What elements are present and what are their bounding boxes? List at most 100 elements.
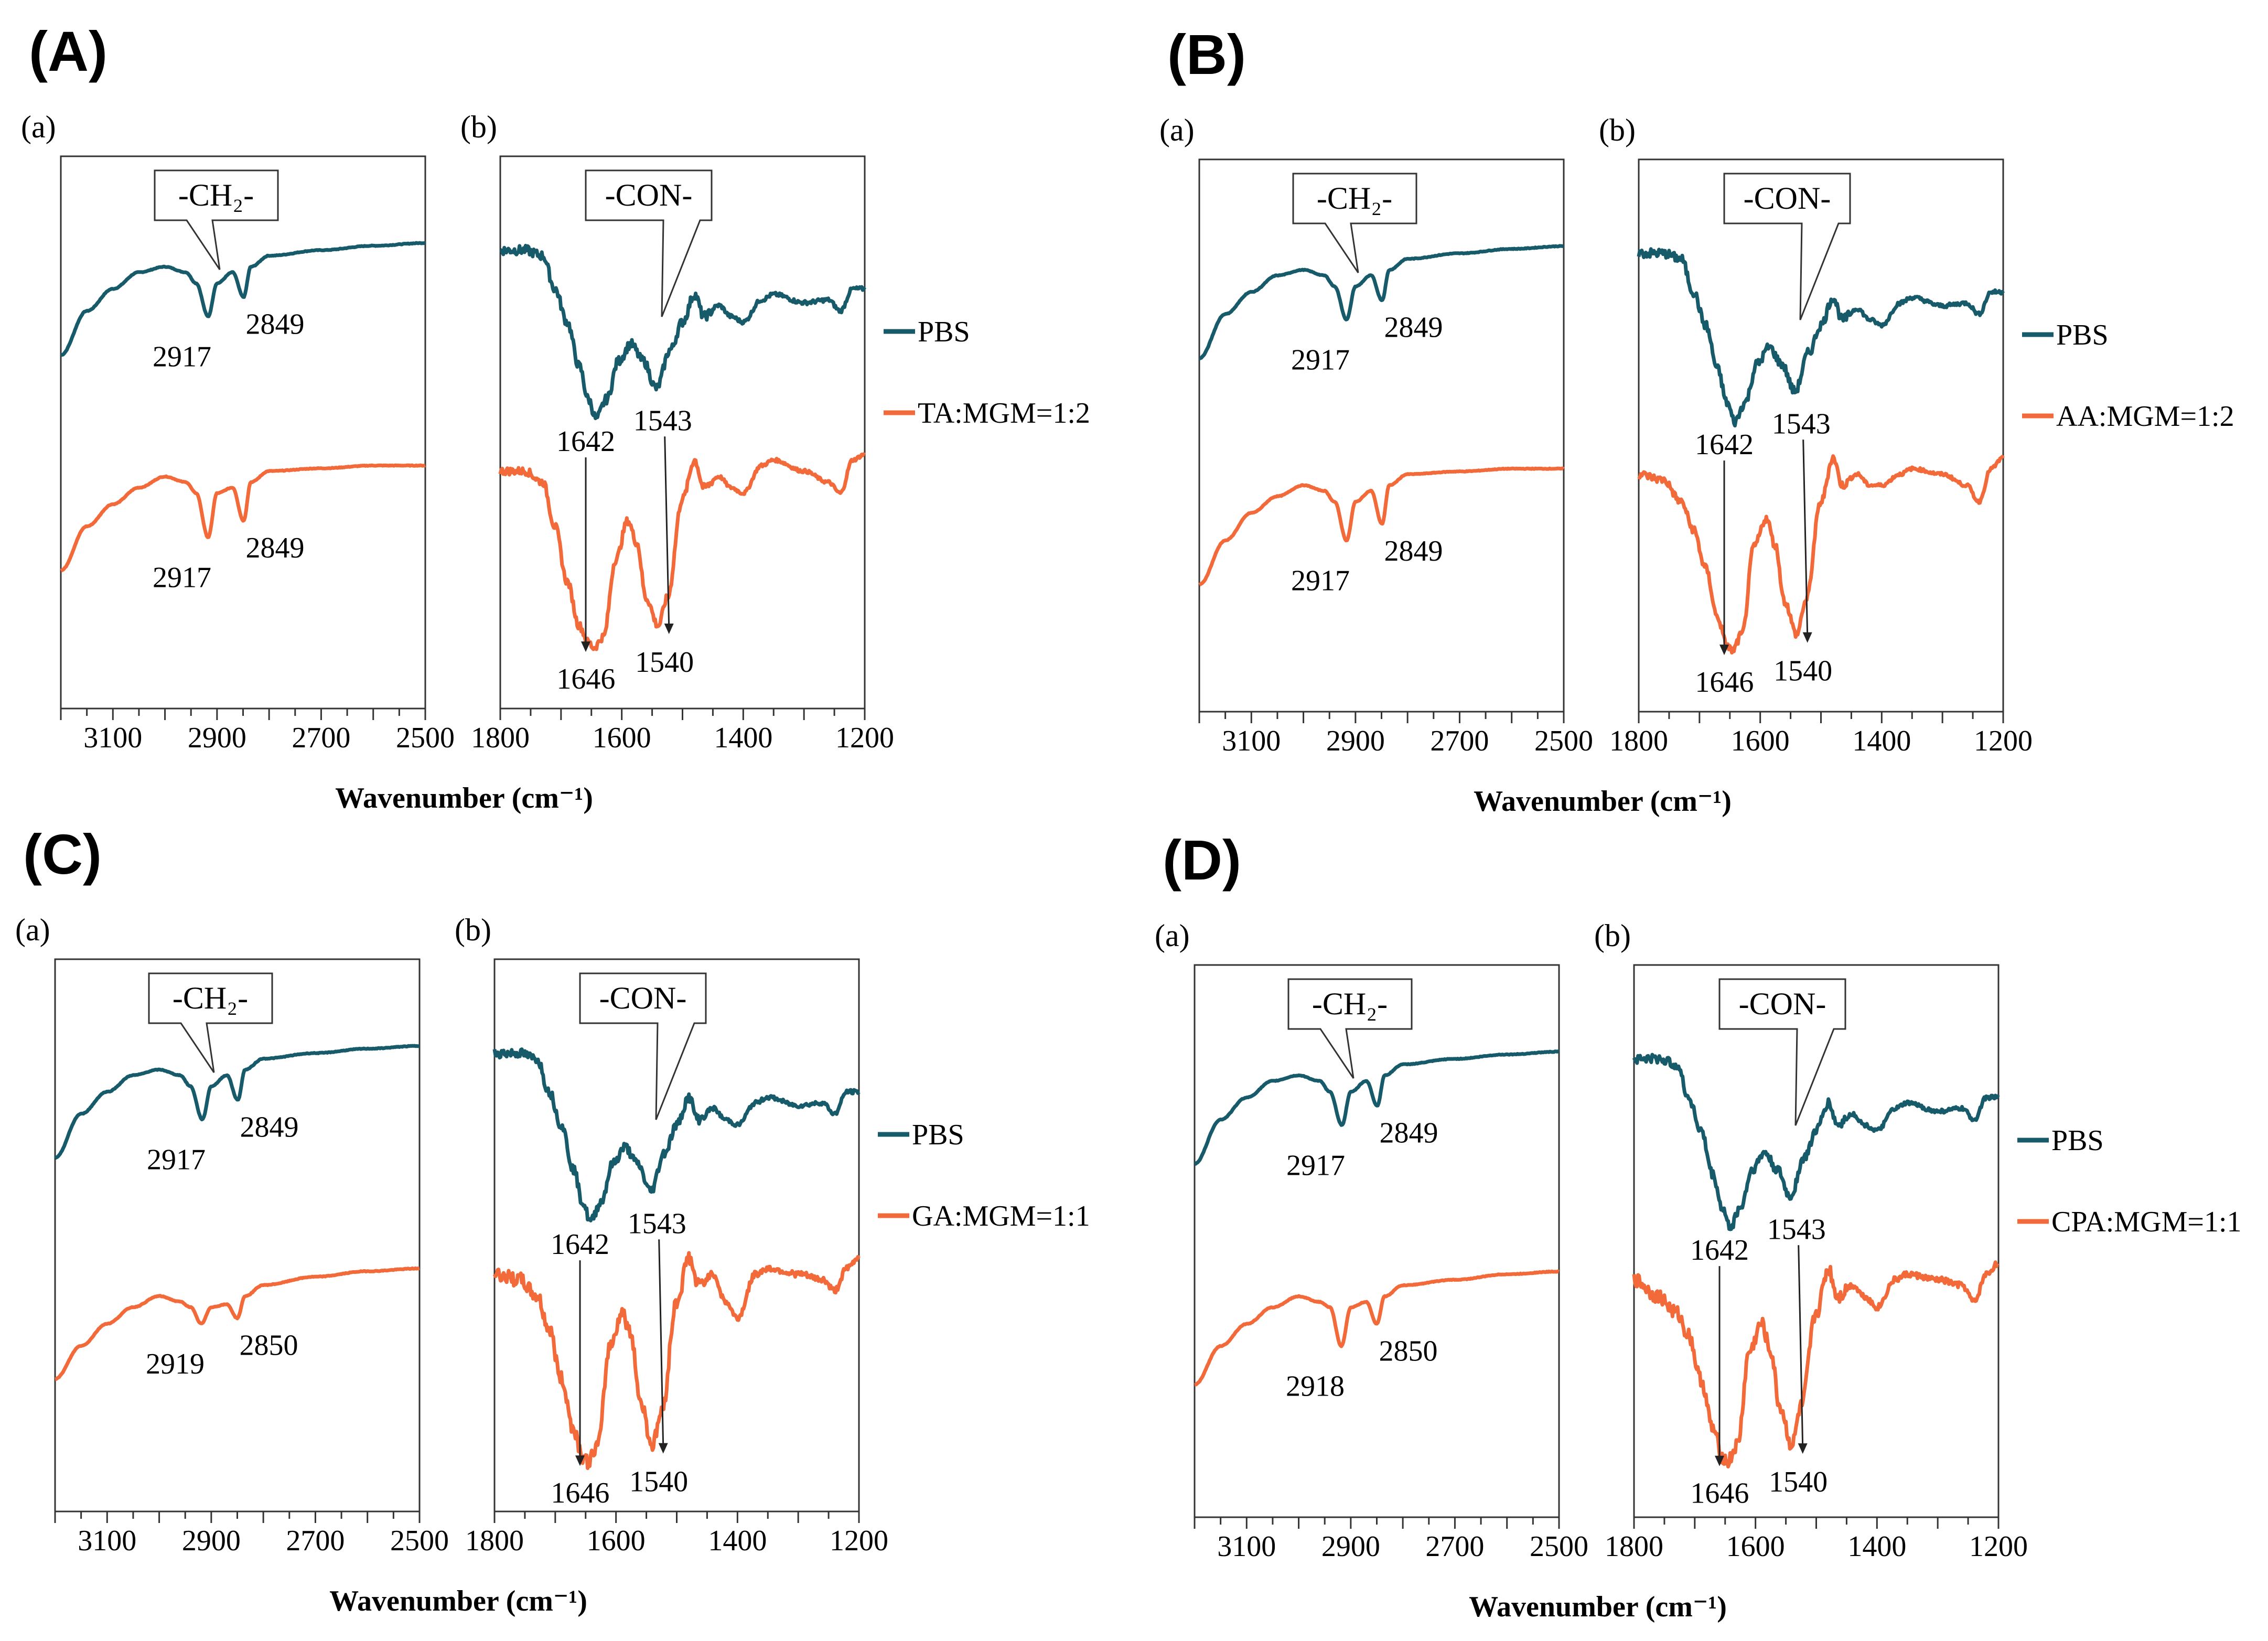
subplot-b: (b) 1800 1600 1400 1200 1642 1543 1646 1540 -CON- [1599,113,2033,757]
arrow-head-icon [1802,632,1812,643]
x-tick-label: 3100 [1222,725,1281,757]
pbs-curve [60,241,426,357]
legend-label: CPA:MGM=1:1 [2051,1206,2242,1238]
x-tick-label: 1400 [714,722,772,754]
peak-label: 2849 [240,1111,298,1144]
treated-curve [492,1251,861,1470]
peak-label: 1540 [629,1466,688,1498]
peak-label: 1540 [1769,1466,1828,1498]
x-tick-label: 1200 [1974,725,2033,757]
x-tick-label: 1400 [1852,725,1911,757]
x-tick-label: 2700 [292,722,350,754]
callout-label: -CH₂- [178,178,254,212]
x-tick-label: 2900 [1326,725,1385,757]
x-tick-label: 1200 [830,1525,888,1557]
subplot-a: (a) 3100 2900 2700 2500 2917 2849 2919 2850 -CH₂- [15,913,449,1557]
subplot-a: (a) 3100 2900 2700 2500 2917 2849 2917 2849 -CH₂- [1159,113,1593,757]
x-tick-label: 1200 [835,722,894,754]
peak-label: 1642 [1695,428,1754,461]
treated-curve [1632,1260,2000,1468]
pbs-curve [1632,1053,2000,1231]
x-tick-label: 2700 [286,1525,345,1557]
peak-label: 1642 [551,1228,609,1261]
callout-label: -CON- [1739,986,1826,1021]
panel-b: (B) (a) 3100 2900 2700 2500 2917 2849 2917 2849 -C… [1159,23,2234,818]
arrow-head-icon [1715,1455,1725,1466]
peak-label: 1543 [1772,407,1831,440]
panel-label: (A) [29,19,108,83]
subplot-label: (a) [21,110,56,144]
x-tick-label: 1800 [471,722,530,754]
panel-c: (C) (a) 3100 2900 2700 2500 2917 2849 2919 2850 -C… [15,822,1090,1617]
subplot-a: (a) 3100 2900 2700 2500 2917 2849 2917 2849 -CH₂- [21,110,455,754]
legend-label: TA:MGM=1:2 [918,397,1090,430]
panel-label: (D) [1163,828,1241,892]
callout-label: -CH₂- [173,981,248,1015]
subplot-label: (b) [1594,918,1631,953]
plot-frame [60,155,426,710]
x-tick-label: 2500 [1534,725,1593,757]
callout-box [1292,173,1417,273]
x-tick-label: 3100 [78,1525,136,1557]
x-tick-label: 2900 [1321,1530,1380,1563]
treated-curve [60,463,426,573]
x-axis-label: Wavenumber (cm⁻¹) [1474,785,1732,818]
pbs-curve [492,1047,861,1222]
peak-label: 2917 [1291,565,1350,597]
peak-label: 1646 [1690,1477,1749,1510]
x-tick-label: 1800 [1605,1530,1663,1563]
panel-label: (C) [23,822,102,886]
panel-d: (D) (a) 3100 2900 2700 2500 2917 2849 2918 2850 -C… [1155,828,2242,1623]
peak-label: 2918 [1286,1370,1345,1403]
treated-curve [1637,454,2005,655]
arrow-head-icon [1719,645,1729,656]
x-tick-label: 3100 [1217,1530,1276,1563]
treated-curve [1194,1269,1560,1387]
treated-curve [1198,466,1565,587]
peak-label: 1642 [556,425,615,458]
arrow-head-icon [1798,1443,1808,1454]
x-tick-label: 1400 [708,1525,767,1557]
peak-label: 2917 [153,562,211,594]
shift-arrow [1802,439,1809,636]
shift-arrow [658,1239,664,1446]
peak-label: 2917 [1291,344,1350,376]
peak-label: 1540 [1773,655,1832,688]
peak-label: 1543 [628,1207,686,1240]
subplot-b: (b) 1800 1600 1400 1200 1642 1543 1646 1540 -CON- [455,913,888,1557]
callout-label: -CON- [605,178,693,212]
pbs-curve [1198,244,1565,360]
subplot-label: (b) [455,913,491,947]
subplot-b: (b) 1800 1600 1400 1200 1642 1543 1646 1540 -CON- [460,110,894,754]
x-tick-label: 2700 [1425,1530,1484,1563]
callout-label: -CH₂- [1317,181,1392,216]
callout-box [1723,173,1851,320]
peak-label: 1543 [633,404,692,437]
x-tick-label: 3100 [83,722,142,754]
peak-label: 2917 [147,1143,206,1176]
x-axis-label: Wavenumber (cm⁻¹) [329,1585,587,1617]
x-tick-label: 1600 [587,1525,646,1557]
callout-box [585,169,713,317]
peak-label: 1642 [1690,1234,1749,1267]
subplot-label: (a) [15,913,50,947]
treated-curve [498,452,866,651]
legend-label: PBS [918,316,970,348]
arrow-head-icon [581,641,591,652]
subplot-label: (a) [1159,113,1195,147]
callout-box [1287,978,1413,1079]
x-tick-label: 2500 [396,722,455,754]
peak-label: 2849 [1379,1117,1438,1150]
peak-label: 1540 [635,646,694,679]
pbs-curve [54,1044,421,1160]
x-tick-label: 1400 [1847,1530,1906,1563]
pbs-curve [1637,247,2005,428]
panel-a: (A) (a) 3100 2900 2700 2500 2917 2849 2917 2849 -C… [21,19,1090,814]
x-axis-label: Wavenumber (cm⁻¹) [1469,1591,1727,1623]
plot-frame [1198,158,1565,713]
x-axis-label: Wavenumber (cm⁻¹) [335,782,593,814]
x-tick-label: 2900 [182,1525,241,1557]
peak-label: 2850 [1379,1335,1438,1367]
x-tick-label: 1800 [465,1525,524,1557]
